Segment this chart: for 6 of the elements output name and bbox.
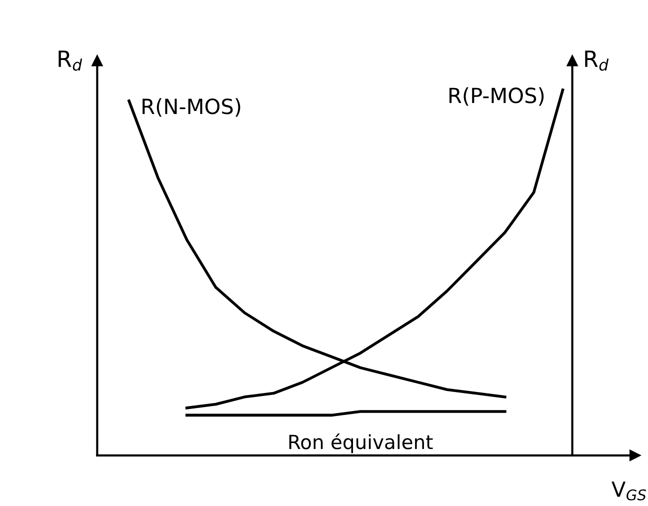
y-axis-title: R$_{d}$	[58, 50, 82, 71]
x-axis-title: V$_{GS}$	[612, 482, 646, 500]
series-label: R(N-MOS)	[142, 98, 240, 117]
series-label: R(P-MOS)	[450, 87, 544, 106]
y2-axis-title: R$_{d}$	[585, 50, 609, 71]
series-label: Ron équivalent	[289, 433, 433, 454]
